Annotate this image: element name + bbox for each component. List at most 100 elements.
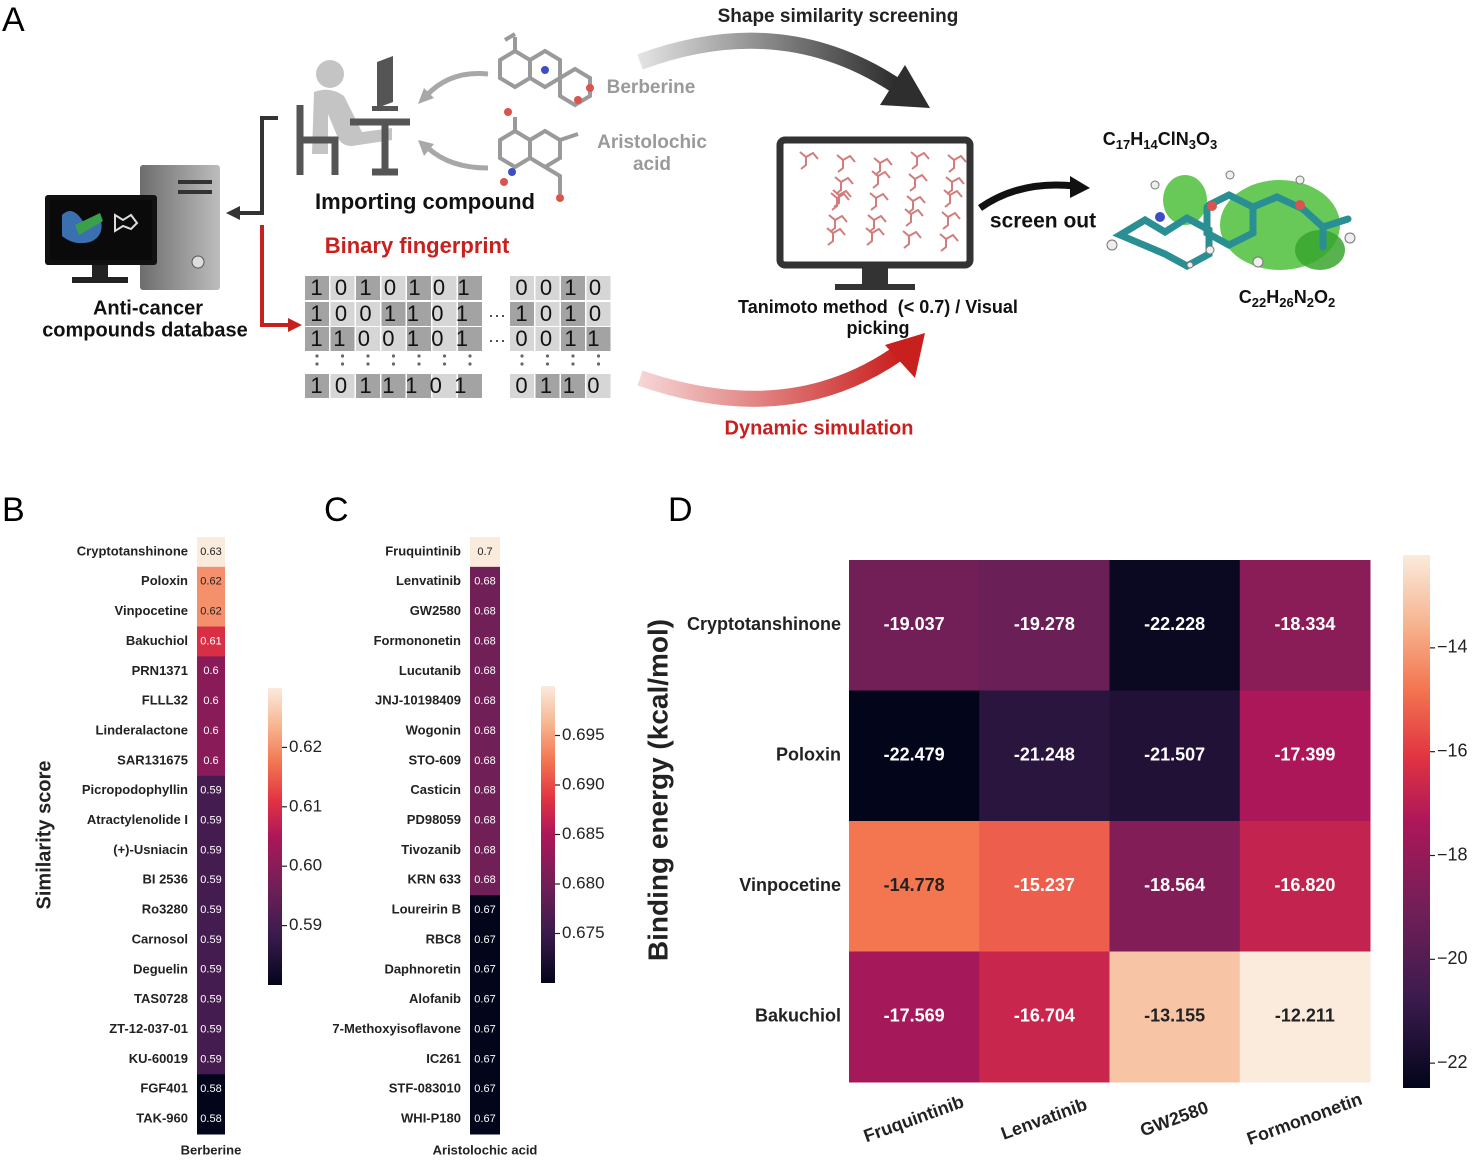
colorbar bbox=[1403, 555, 1430, 1088]
row-label: STO-609 bbox=[408, 752, 461, 767]
cell-label: 0.59 bbox=[200, 844, 221, 856]
bit-cell bbox=[586, 327, 611, 351]
heat-cell bbox=[470, 745, 500, 777]
heat-cell bbox=[470, 1014, 500, 1045]
heat-cell bbox=[197, 835, 225, 866]
heat-cell bbox=[197, 895, 225, 926]
cell-label: 0.59 bbox=[200, 1023, 221, 1035]
bit-cell bbox=[458, 302, 482, 326]
heat-cell bbox=[849, 821, 980, 952]
heat-cell bbox=[197, 954, 225, 986]
colorbar-tick-label: 0.61 bbox=[289, 796, 322, 815]
cell-label: -12.211 bbox=[1275, 1006, 1335, 1026]
formula-part: O bbox=[1314, 287, 1328, 307]
formula-part: 14 bbox=[1143, 137, 1158, 152]
cell-label: -18.564 bbox=[1144, 875, 1205, 895]
heat-cell bbox=[849, 690, 980, 822]
heat-cell bbox=[849, 951, 980, 1083]
bit-cell bbox=[510, 327, 534, 351]
cell-label: 0.6 bbox=[203, 695, 218, 707]
bit-cell bbox=[305, 327, 329, 351]
heat-cell bbox=[197, 775, 225, 807]
label: Anti-cancer bbox=[93, 297, 203, 319]
x-tick-label: Lenvatinib bbox=[998, 1094, 1089, 1144]
bit-cell bbox=[561, 374, 585, 398]
heat-cell bbox=[197, 1074, 225, 1105]
formula-part: 17 bbox=[1116, 137, 1130, 152]
dot bbox=[315, 354, 319, 358]
heat-cell bbox=[1109, 690, 1241, 822]
heat-cell bbox=[979, 821, 1110, 952]
row-label: Vinpocetine bbox=[739, 875, 841, 895]
heat-cell bbox=[197, 656, 225, 687]
colorbar-tick-label: 0.675 bbox=[562, 923, 605, 942]
heat-cell bbox=[1239, 951, 1371, 1083]
cell-label: 0.62 bbox=[200, 606, 221, 618]
label: compounds database bbox=[42, 319, 248, 341]
cell-label: 0.67 bbox=[474, 964, 495, 976]
cell-label: 0.58 bbox=[200, 1113, 221, 1125]
colorbar bbox=[268, 688, 282, 985]
bit-cell bbox=[432, 302, 457, 326]
dot bbox=[545, 354, 550, 358]
bit-cell bbox=[432, 276, 457, 300]
cell-label: 0.67 bbox=[474, 1113, 495, 1125]
bit-cell bbox=[305, 302, 329, 326]
bit-cell bbox=[330, 327, 355, 351]
cell-label: 0.59 bbox=[200, 814, 221, 826]
formula-part: 3 bbox=[1210, 137, 1217, 152]
cell-label: 0.68 bbox=[474, 606, 495, 618]
cell-label: 0.68 bbox=[474, 576, 495, 588]
panel-label: A bbox=[2, 1, 25, 39]
cell-label: -22.479 bbox=[884, 745, 945, 765]
y-axis-label: Similarity score bbox=[33, 761, 55, 910]
fingerprint: 1010101 0010 1001101 1010 ··· 1100101 0011 ··· 1… bbox=[305, 275, 613, 398]
molecule-sketch bbox=[947, 154, 967, 173]
cell-label: 0.68 bbox=[474, 755, 495, 767]
molecule-sketch bbox=[910, 151, 930, 170]
heat-cell bbox=[470, 596, 500, 628]
row-label: JNJ-10198409 bbox=[375, 693, 461, 708]
row-label: KU-60019 bbox=[129, 1051, 188, 1066]
bit-cell bbox=[407, 302, 431, 326]
bit-cell bbox=[432, 327, 457, 351]
bits: 0110 bbox=[515, 373, 611, 398]
cell-label: -19.037 bbox=[884, 614, 945, 634]
heat-cell bbox=[197, 1014, 225, 1045]
formula-part: 2 bbox=[1307, 295, 1314, 310]
cell-label: 0.68 bbox=[474, 635, 495, 647]
row-label: TAK-960 bbox=[136, 1111, 188, 1126]
cell-label: -16.820 bbox=[1274, 875, 1335, 895]
molecule-sketch bbox=[830, 192, 850, 211]
bit-cell bbox=[458, 374, 482, 398]
label: Aristolochic bbox=[597, 132, 707, 153]
heat-cell bbox=[470, 537, 500, 568]
bit-cell bbox=[510, 374, 534, 398]
cell-label: -14.778 bbox=[884, 875, 945, 895]
row-label: BI 2536 bbox=[142, 872, 188, 887]
row-label: Picropodophyllin bbox=[82, 782, 188, 797]
panel-label: D bbox=[668, 491, 693, 529]
bits: 1010 bbox=[515, 301, 613, 326]
cell-label: 0.68 bbox=[474, 695, 495, 707]
heat-cell bbox=[197, 686, 225, 717]
molecule-sketch bbox=[799, 151, 819, 170]
colorbar-tick-label: 0.62 bbox=[289, 737, 322, 756]
bit-cell bbox=[458, 327, 482, 351]
label: picking bbox=[846, 318, 909, 338]
row-label: Vinpocetine bbox=[115, 603, 188, 618]
row-label: Cryptotanshinone bbox=[687, 614, 841, 634]
cell-label: -22.228 bbox=[1144, 614, 1205, 634]
dot bbox=[366, 354, 370, 358]
bits: 0011 bbox=[515, 326, 611, 351]
cell-label: 0.63 bbox=[200, 546, 221, 558]
molecule-sketch bbox=[836, 154, 856, 173]
cell-label: 0.58 bbox=[200, 1083, 221, 1095]
molecule-sketch bbox=[865, 227, 885, 246]
dot bbox=[340, 354, 345, 358]
bits: 1010101 bbox=[310, 275, 481, 300]
cell-label: 0.68 bbox=[474, 785, 495, 797]
dot bbox=[596, 354, 601, 358]
cell-label: 0.59 bbox=[200, 874, 221, 886]
